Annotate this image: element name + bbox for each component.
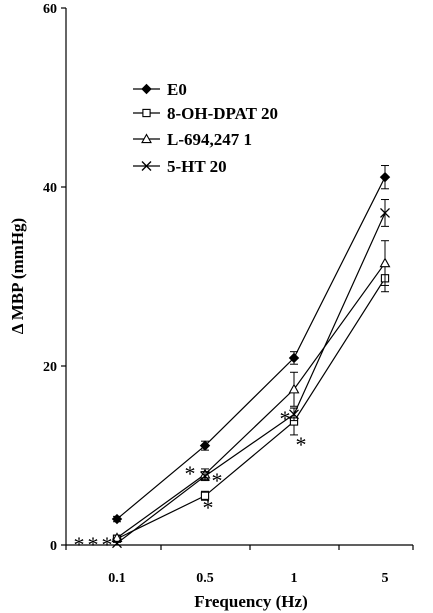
significance-star: *: [212, 468, 223, 493]
data-point-stroke: [200, 471, 210, 482]
legend: E0 8-OH-DPAT 20 L-694,247 1 5-HT 20: [133, 80, 278, 176]
significance-star: *: [203, 495, 214, 520]
data-point: [112, 538, 122, 549]
x-tick-label: 5: [382, 571, 389, 586]
data-point-stroke: [112, 538, 122, 549]
series-8-oh-dpat-20: [112, 264, 390, 543]
legend-marker: [141, 83, 152, 95]
y-ticks: 0 20 40 60: [43, 2, 66, 554]
legend-label: 8-OH-DPAT 20: [167, 104, 278, 123]
y-tick-label: 60: [43, 2, 57, 17]
legend-item: 5-HT 20: [133, 157, 227, 176]
legend-marker: [141, 161, 152, 171]
series-line: [116, 176, 386, 520]
data-point-stroke: [289, 409, 299, 420]
significance-star: *: [296, 432, 307, 457]
legend-item: 8-OH-DPAT 20: [133, 104, 278, 123]
data-point: [380, 207, 390, 218]
legend-item: L-694,247 1: [133, 130, 252, 149]
legend-marker: [141, 133, 152, 144]
series-line: [116, 262, 386, 539]
data-point: [200, 471, 210, 482]
data-point: [288, 383, 300, 394]
significance-star: *: [102, 532, 113, 557]
significance-star: *: [88, 532, 99, 557]
significance-star: *: [74, 532, 85, 557]
y-axis-title: Δ MBP (mmHg): [8, 218, 27, 334]
data-point: [288, 352, 300, 364]
data-point: [379, 171, 391, 183]
y-tick-label: 20: [43, 360, 57, 375]
x-tick-label: 1: [291, 571, 298, 586]
series-5-ht-20: [112, 199, 390, 549]
x-axis-title: Frequency (Hz): [194, 592, 307, 611]
legend-marker-stroke: [141, 161, 152, 171]
annotations: * * ** ****: [74, 406, 307, 557]
legend-marker: [142, 108, 151, 118]
series-e0: [111, 165, 391, 525]
legend-label: L-694,247 1: [167, 130, 252, 149]
data-point: [200, 491, 210, 500]
y-tick-label: 0: [50, 539, 57, 554]
legend-item: E0: [133, 80, 187, 99]
data-point: [289, 409, 299, 420]
axes: [65, 8, 413, 546]
data-point-stroke: [380, 207, 390, 218]
series-line: [116, 277, 386, 540]
data-point: [379, 257, 391, 268]
series-line: [116, 212, 386, 544]
x-tick-label: 0.5: [196, 571, 214, 586]
significance-star: *: [280, 406, 291, 431]
series-layer: [111, 165, 391, 549]
y-tick-label: 40: [43, 181, 57, 196]
data-point: [111, 513, 123, 525]
series-l-694-247-1: [111, 240, 391, 542]
x-tick-label: 0.1: [108, 571, 126, 586]
legend-label: E0: [167, 80, 187, 99]
data-point: [199, 440, 211, 451]
significance-star: *: [185, 461, 196, 486]
x-ticks: 0.1 0.5 1 5: [65, 545, 414, 586]
legend-label: 5-HT 20: [167, 157, 227, 176]
